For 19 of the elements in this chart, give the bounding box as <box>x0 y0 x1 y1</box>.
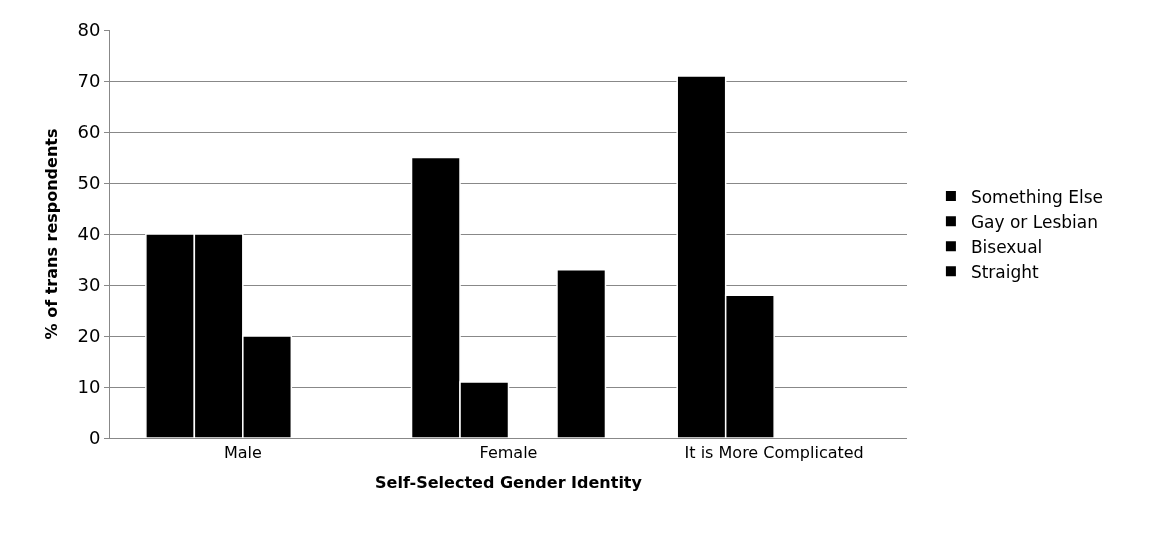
legend-label: Straight <box>970 261 1040 282</box>
y-tick-label: 0 <box>88 427 101 449</box>
y-axis-title: % of trans respondents <box>42 128 62 340</box>
legend-label: Bisexual <box>970 236 1043 257</box>
x-tick-label: Female <box>479 443 538 463</box>
legend-label: Something Else <box>970 186 1104 207</box>
y-tick-label: 80 <box>77 19 101 41</box>
x-axis-title: Self-Selected Gender Identity <box>375 472 643 492</box>
y-tick-label: 30 <box>77 274 101 296</box>
y-tick-label: 60 <box>77 121 101 143</box>
legend-label: Gay or Lesbian <box>970 211 1098 232</box>
y-tick-label: 10 <box>77 376 101 398</box>
x-tick-label: Male <box>223 443 262 463</box>
y-tick-label: 70 <box>77 70 101 92</box>
x-tick-label: It is More Complicated <box>684 443 864 463</box>
y-tick-label: 50 <box>77 172 101 194</box>
bar <box>556 268 607 438</box>
y-tick-label: 20 <box>77 325 101 347</box>
y-tick-label: 40 <box>77 223 101 245</box>
